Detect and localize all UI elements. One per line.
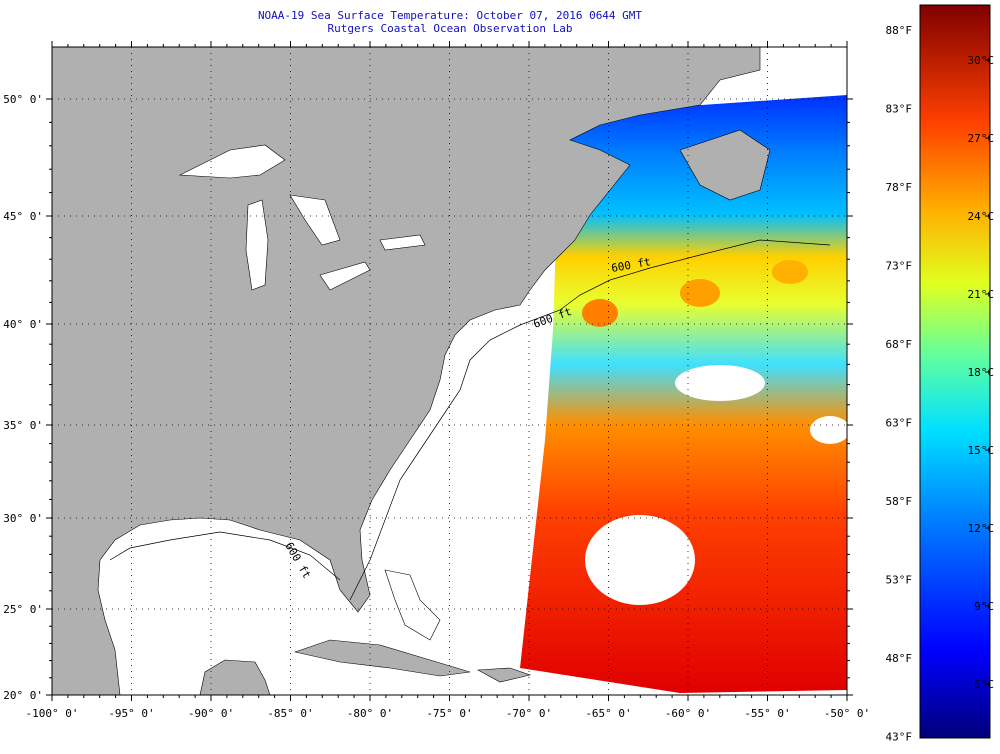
warm-eddy [772, 260, 808, 284]
lat-label: 25° 0' [3, 603, 43, 616]
celsius-label: 27°C [968, 132, 995, 145]
great-lakes [289, 194, 341, 246]
axis-ticks [46, 41, 853, 701]
bahamas-shoals [384, 569, 441, 641]
great-lakes [245, 199, 269, 291]
newfoundland-land [679, 129, 771, 201]
great-lakes [379, 234, 426, 251]
celsius-label: 12°C [968, 522, 995, 535]
cloud-gap [675, 365, 765, 401]
lon-label: -100° 0' [26, 707, 79, 720]
cuba-land [293, 639, 471, 677]
celsius-label: 30°C [968, 54, 995, 67]
fahrenheit-label: 48°F [886, 652, 913, 665]
lat-label: 45° 0' [3, 210, 43, 223]
cloud-gap [810, 416, 847, 444]
celsius-label: 9°C [974, 600, 994, 613]
temperature-colorbar [919, 4, 991, 739]
fahrenheit-label: 43°F [886, 731, 913, 744]
fahrenheit-label: 78°F [886, 181, 913, 194]
map-subtitle: Rutgers Coastal Ocean Observation Lab [327, 22, 573, 35]
fahrenheit-label: 88°F [886, 24, 913, 37]
fahrenheit-label: 63°F [886, 417, 913, 430]
celsius-label: 15°C [968, 444, 995, 457]
great-lakes [178, 144, 286, 179]
fahrenheit-label: 68°F [886, 338, 913, 351]
fahrenheit-label: 73°F [886, 260, 913, 273]
fahrenheit-label: 83°F [886, 103, 913, 116]
map-title: NOAA-19 Sea Surface Temperature: October… [257, 9, 643, 22]
celsius-label: 18°C [968, 366, 995, 379]
lat-label: 20° 0' [3, 689, 43, 702]
lon-label: -90° 0' [188, 707, 234, 720]
fahrenheit-scale: 88°F 83°F 78°F 73°F 68°F 63°F 58°F 53°F 48°F 43°F [886, 24, 913, 744]
lon-label: -75° 0' [426, 707, 472, 720]
celsius-label: 21°C [968, 288, 995, 301]
lon-label: -60° 0' [665, 707, 711, 720]
celsius-label: 24°C [968, 210, 995, 223]
yucatan-land [199, 659, 271, 695]
cloud-gap [585, 515, 695, 605]
lon-label: -55° 0' [744, 707, 790, 720]
lat-label: 35° 0' [3, 419, 43, 432]
lat-label: 30° 0' [3, 512, 43, 525]
warm-eddy [582, 299, 618, 327]
lon-label: -80° 0' [347, 707, 393, 720]
lat-label: 40° 0' [3, 318, 43, 331]
isobath-600ft [109, 239, 831, 601]
lon-label: -50° 0' [824, 707, 870, 720]
lat-label: 50° 0' [3, 93, 43, 106]
lon-label: -95° 0' [108, 707, 154, 720]
lon-label: -65° 0' [585, 707, 631, 720]
celsius-scale: 30°C 27°C 24°C 21°C 18°C 15°C 12°C 9°C 6°C [968, 54, 995, 691]
longitude-axis: -100° 0' -95° 0' -90° 0' -85° 0' -80° 0' -75°… [26, 707, 871, 720]
graticule [52, 47, 847, 695]
north-america-land [52, 47, 761, 695]
lon-label: -70° 0' [506, 707, 552, 720]
hispaniola-land [476, 667, 532, 683]
fahrenheit-label: 53°F [886, 574, 913, 587]
fahrenheit-label: 58°F [886, 495, 913, 508]
warm-eddy [680, 279, 720, 307]
lon-label: -85° 0' [267, 707, 313, 720]
celsius-label: 6°C [974, 678, 994, 691]
latitude-axis: 20° 0' 25° 0' 30° 0' 35° 0' 40° 0' 45° 0' 50° … [3, 93, 43, 702]
